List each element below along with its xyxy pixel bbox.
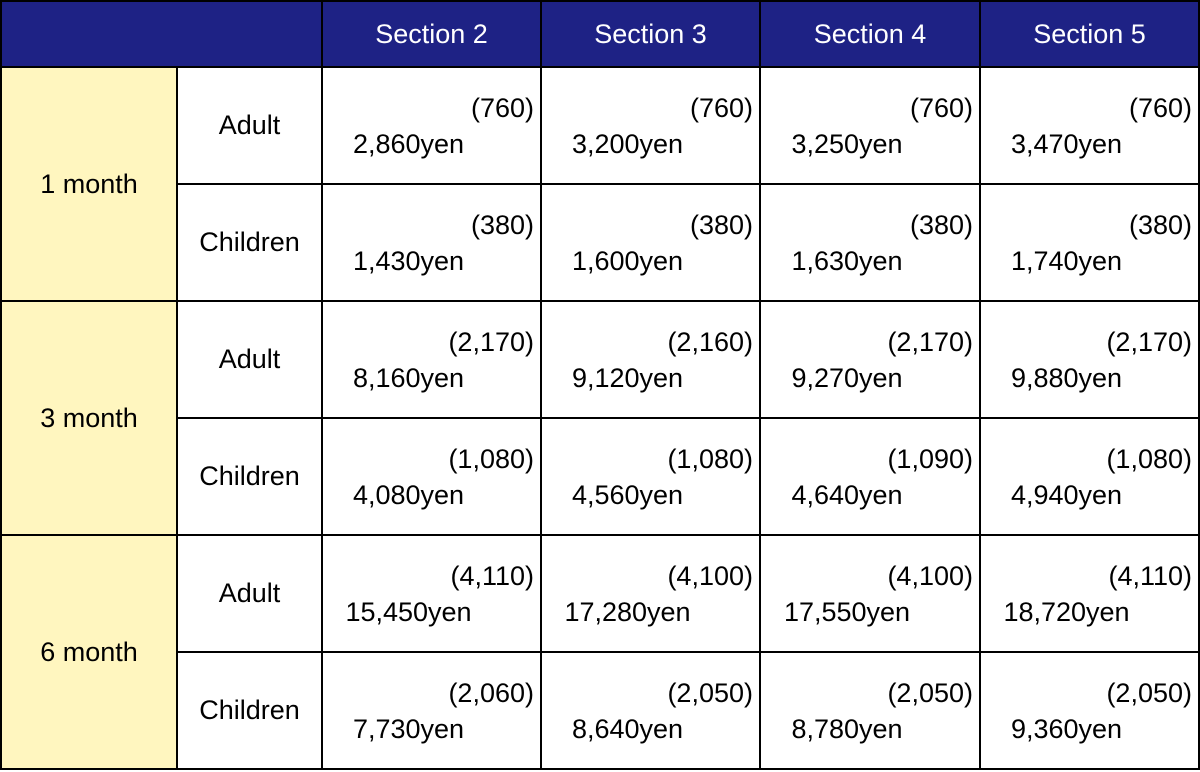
fare-cell: (380) 1,740yen (979, 183, 1200, 302)
fare-cell: (1,080) 4,080yen (321, 417, 542, 536)
table-row: Children (1,080) 4,080yen (1,080) 4,560yen… (1, 417, 1200, 536)
fare-price: 3,470yen (1010, 128, 1123, 159)
fare-price: 18,720yen (1003, 596, 1130, 627)
fare-price: 17,550yen (783, 596, 911, 627)
fare-price: 8,780yen (791, 713, 903, 744)
fare-price: 3,250yen (791, 128, 903, 159)
fare-cell: (760) 3,250yen (759, 66, 981, 185)
fare-price: 15,450yen (345, 596, 472, 627)
discount-amount: (760) (1128, 92, 1192, 123)
fare-cell: (760) 3,200yen (540, 66, 761, 185)
fare-price: 1,430yen (352, 245, 465, 276)
fare-cell: (2,170) 9,270yen (759, 300, 981, 419)
discount-amount: (4,100) (667, 560, 753, 591)
table-row: Children (2,060) 7,730yen (2,050) 8,640yen… (1, 651, 1200, 770)
fare-price: 7,730yen (352, 713, 465, 744)
fare-cell: (2,050) 8,780yen (759, 651, 981, 770)
period-1-month: 1 month (0, 66, 178, 302)
fare-cell: (1,080) 4,560yen (540, 417, 761, 536)
discount-amount: (2,050) (887, 677, 973, 708)
discount-amount: (760) (470, 92, 534, 123)
fare-price: 9,880yen (1010, 362, 1123, 393)
table-row: Children (380) 1,430yen (380) 1,600yen (38… (1, 183, 1200, 302)
fare-price: 17,280yen (564, 596, 691, 627)
discount-amount: (760) (689, 92, 753, 123)
discount-amount: (2,050) (1106, 677, 1192, 708)
fare-price: 9,120yen (571, 362, 684, 393)
fare-cell: (1,090) 4,640yen (759, 417, 981, 536)
fare-cell: (4,100) 17,280yen (540, 534, 761, 653)
fare-price: 3,200yen (571, 128, 684, 159)
fare-price: 4,560yen (571, 479, 684, 510)
fare-price: 8,160yen (352, 362, 465, 393)
header-corner (0, 0, 323, 68)
discount-amount: (2,170) (1106, 326, 1192, 357)
fare-price: 1,630yen (791, 245, 903, 276)
fare-cell: (2,050) 8,640yen (540, 651, 761, 770)
discount-amount: (2,160) (667, 326, 753, 357)
header-section-3: Section 3 (540, 0, 761, 68)
table-row: 3 month Adult (2,170) 8,160yen (2,160) 9,1… (0, 300, 1200, 536)
passenger-type-children: Children (176, 183, 323, 302)
discount-amount: (1,080) (667, 443, 753, 474)
header-section-4: Section 4 (759, 0, 981, 68)
passenger-type-adult: Adult (176, 300, 323, 419)
discount-amount: (4,110) (450, 560, 534, 591)
header-row: Section 2 Section 3 Section 4 Section 5 (0, 0, 1200, 68)
table-row: 1 month Adult (760) 2,860yen (760) 3,200ye… (0, 66, 1200, 302)
fare-cell: (380) 1,430yen (321, 183, 542, 302)
passenger-type-children: Children (176, 417, 323, 536)
fare-cell: (2,050) 9,360yen (979, 651, 1200, 770)
fare-cell: (4,110) 18,720yen (979, 534, 1200, 653)
fare-cell: (2,170) 8,160yen (321, 300, 542, 419)
header-section-2: Section 2 (321, 0, 542, 68)
header-section-5: Section 5 (979, 0, 1200, 68)
discount-amount: (1,080) (1106, 443, 1192, 474)
fare-cell: (2,060) 7,730yen (321, 651, 542, 770)
fare-cell: (380) 1,630yen (759, 183, 981, 302)
fare-price: 9,270yen (791, 362, 903, 393)
discount-amount: (1,090) (887, 443, 973, 474)
discount-amount: (380) (1128, 209, 1192, 240)
fare-cell: (4,100) 17,550yen (759, 534, 981, 653)
discount-amount: (4,110) (1108, 560, 1192, 591)
discount-amount: (2,170) (448, 326, 534, 357)
fare-price: 2,860yen (352, 128, 465, 159)
fare-cell: (1,080) 4,940yen (979, 417, 1200, 536)
fare-price: 1,600yen (571, 245, 684, 276)
period-6-month: 6 month (0, 534, 178, 770)
fare-cell: (760) 3,470yen (979, 66, 1200, 185)
fare-cell: (760) 2,860yen (321, 66, 542, 185)
passenger-type-adult: Adult (176, 534, 323, 653)
fare-price: 9,360yen (1010, 713, 1123, 744)
fare-price: 4,640yen (791, 479, 903, 510)
fare-cell: (2,160) 9,120yen (540, 300, 761, 419)
fare-price: 4,080yen (352, 479, 465, 510)
discount-amount: (2,170) (887, 326, 973, 357)
discount-amount: (380) (909, 209, 973, 240)
fare-cell: (4,110) 15,450yen (321, 534, 542, 653)
discount-amount: (4,100) (887, 560, 973, 591)
discount-amount: (2,060) (448, 677, 534, 708)
discount-amount: (2,050) (667, 677, 753, 708)
period-3-month: 3 month (0, 300, 178, 536)
fare-cell: (2,170) 9,880yen (979, 300, 1200, 419)
fare-price: 8,640yen (571, 713, 684, 744)
fare-price: 1,740yen (1010, 245, 1123, 276)
discount-amount: (760) (909, 92, 973, 123)
fare-price: 4,940yen (1010, 479, 1123, 510)
fare-cell: (380) 1,600yen (540, 183, 761, 302)
passenger-type-adult: Adult (176, 66, 323, 185)
table-row: 6 month Adult (4,110) 15,450yen (4,100) 17… (0, 534, 1200, 770)
discount-amount: (380) (470, 209, 534, 240)
discount-amount: (380) (689, 209, 753, 240)
passenger-type-children: Children (176, 651, 323, 770)
discount-amount: (1,080) (448, 443, 534, 474)
